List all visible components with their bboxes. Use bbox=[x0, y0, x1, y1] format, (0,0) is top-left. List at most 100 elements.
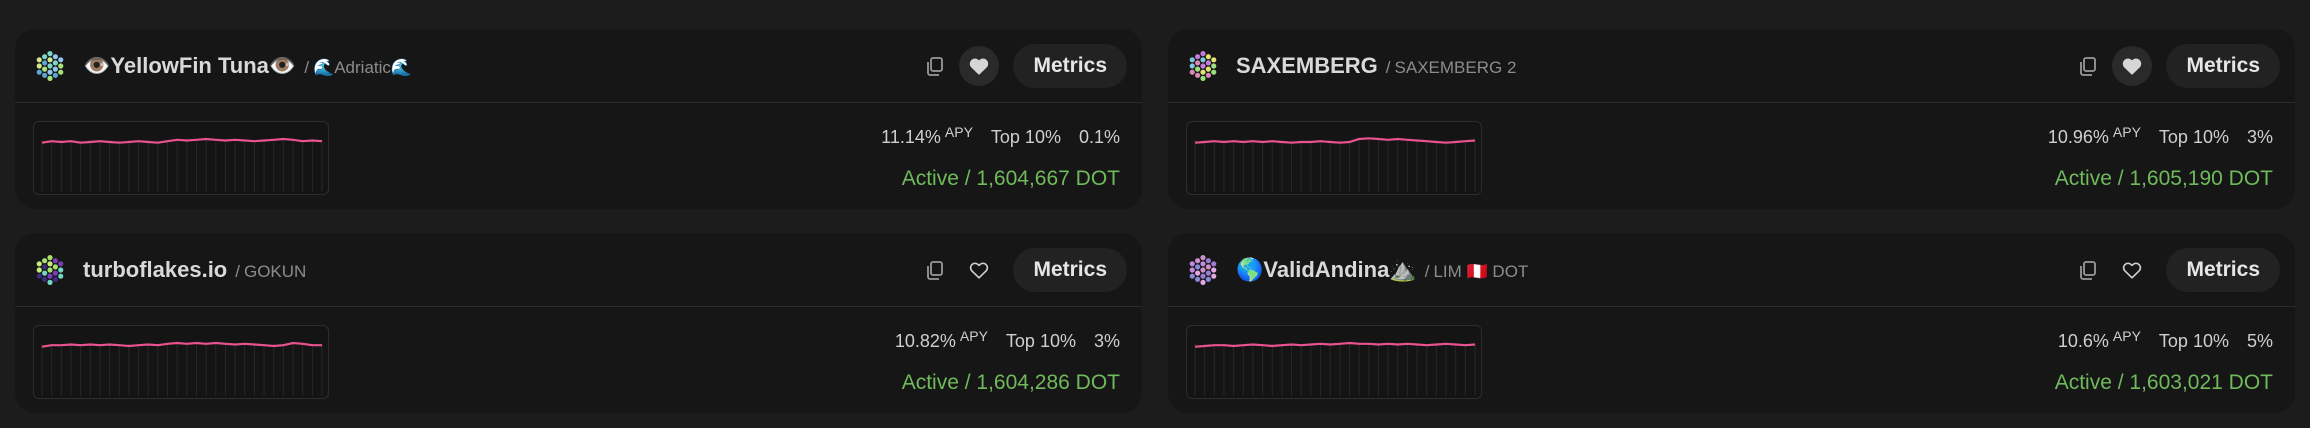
metrics-button[interactable]: Metrics bbox=[2166, 43, 2280, 88]
identicon-dot bbox=[36, 69, 42, 75]
validator-card: 🌎ValidAndina⛰️ / LIM 🇵🇪 DOT Metrics bbox=[1168, 233, 2295, 413]
favorite-button[interactable] bbox=[2112, 250, 2152, 290]
stats-row: 10.6% APY Top 10% 5% bbox=[2057, 328, 2273, 352]
identicon-dot bbox=[58, 56, 64, 62]
identicon-icon bbox=[36, 50, 64, 81]
name-prefix-emoji: 🌎 bbox=[1236, 256, 1264, 282]
apy-value: 10.96% bbox=[2047, 127, 2109, 147]
identicon-dot bbox=[1205, 53, 1211, 59]
copy-icon bbox=[927, 260, 944, 280]
identicon-icon bbox=[1189, 50, 1217, 81]
commission-value: 5% bbox=[2246, 331, 2273, 351]
apy-sparkline bbox=[1186, 325, 1482, 399]
name-text: ValidAndina bbox=[1263, 256, 1390, 282]
validator-name[interactable]: 👁️YellowFin Tuna👁️ bbox=[83, 53, 296, 79]
apy-sparkline bbox=[33, 325, 329, 399]
status-text: Active / 1,605,190 DOT bbox=[2054, 167, 2273, 190]
identicon-dot bbox=[1189, 260, 1195, 266]
identicon-dot bbox=[42, 53, 48, 59]
heart-icon bbox=[970, 58, 989, 75]
rank-badge: Top 10% bbox=[1005, 331, 1076, 351]
identicon-dot bbox=[1195, 276, 1201, 282]
identicon-dot bbox=[1200, 56, 1206, 62]
identicon-dot bbox=[1195, 257, 1201, 263]
name-text: YellowFin Tuna bbox=[110, 52, 269, 78]
copy-address-button[interactable] bbox=[915, 250, 955, 290]
identicon-dot bbox=[1205, 276, 1211, 282]
identicon-dot bbox=[1200, 254, 1206, 260]
apy-label: APY bbox=[2112, 328, 2141, 344]
identicon-dot bbox=[1200, 62, 1206, 69]
identicon-dot bbox=[42, 270, 48, 276]
validator-card: SAXEMBERG / SAXEMBERG 2 Metrics bbox=[1168, 29, 2295, 209]
identicon-dot bbox=[1205, 66, 1211, 72]
validator-name[interactable]: 🌎ValidAndina⛰️ bbox=[1236, 257, 1417, 283]
stats-row: 10.96% APY Top 10% 3% bbox=[2047, 124, 2273, 148]
identicon-dot bbox=[1200, 75, 1206, 81]
sparkline-series bbox=[41, 137, 323, 144]
identicon-icon bbox=[36, 254, 64, 285]
identicon-dot bbox=[52, 72, 58, 78]
status-text: Active / 1,604,667 DOT bbox=[901, 167, 1120, 190]
favorite-button[interactable] bbox=[2112, 45, 2153, 86]
copy-address-button[interactable] bbox=[2068, 46, 2108, 86]
name-separator: / bbox=[1424, 261, 1430, 281]
card-body: 11.14% APY Top 10% 0.1% Active / 1,604,6… bbox=[15, 103, 1142, 209]
copy-address-button[interactable] bbox=[915, 46, 955, 86]
metrics-button[interactable]: Metrics bbox=[1013, 247, 1127, 292]
identicon-dot bbox=[1205, 59, 1211, 65]
validator-name[interactable]: turboflakes.io bbox=[83, 257, 227, 283]
identicon-dot bbox=[58, 266, 64, 273]
apy-value: 10.6% bbox=[2057, 331, 2109, 351]
identicon-dot bbox=[1189, 62, 1195, 69]
identicon-dot bbox=[52, 66, 58, 72]
identicon-dot bbox=[47, 56, 53, 62]
sub-identity: GOKUN bbox=[243, 261, 307, 281]
favorite-button[interactable] bbox=[959, 45, 1000, 86]
identicon-dot bbox=[42, 257, 48, 263]
name-text: SAXEMBERG bbox=[1236, 52, 1378, 78]
identicon-dot bbox=[1211, 62, 1217, 69]
copy-icon bbox=[927, 56, 944, 76]
name-separator: / bbox=[304, 57, 310, 77]
identicon-dot bbox=[42, 59, 48, 65]
copy-icon bbox=[2080, 56, 2097, 76]
heart-icon bbox=[2123, 262, 2142, 279]
apy-label: APY bbox=[944, 124, 973, 140]
apy-sparkline bbox=[1186, 121, 1482, 195]
sub-identity: LIM 🇵🇪 DOT bbox=[1433, 261, 1529, 281]
rank-badge: Top 10% bbox=[990, 127, 1061, 147]
identicon-dot bbox=[1195, 66, 1201, 72]
commission-value: 0.1% bbox=[1078, 127, 1120, 147]
apy-label: APY bbox=[2112, 124, 2141, 140]
name-separator: / bbox=[235, 261, 240, 281]
validator-name-block: SAXEMBERG / SAXEMBERG 2 bbox=[1236, 53, 2064, 79]
validator-name-block: turboflakes.io / GOKUN bbox=[83, 257, 911, 283]
sparkline-series bbox=[1194, 341, 1476, 348]
name-separator: / bbox=[1385, 57, 1391, 77]
favorite-button[interactable] bbox=[959, 250, 999, 290]
identicon-dot bbox=[52, 270, 58, 276]
identicon-dot bbox=[1200, 266, 1206, 273]
name-text: turboflakes.io bbox=[83, 256, 228, 282]
metrics-button[interactable]: Metrics bbox=[1013, 43, 1127, 88]
identicon-dot bbox=[36, 62, 42, 69]
identicon-dot bbox=[1189, 56, 1195, 62]
identicon-dot bbox=[47, 69, 53, 75]
identicon-dot bbox=[1195, 263, 1201, 269]
identicon-dot bbox=[1189, 69, 1195, 75]
identicon-dot bbox=[36, 266, 42, 273]
validator-name[interactable]: SAXEMBERG bbox=[1236, 53, 1378, 79]
identicon-dot bbox=[1189, 266, 1195, 273]
copy-address-button[interactable] bbox=[2068, 250, 2108, 290]
validator-card: turboflakes.io / GOKUN Metrics bbox=[15, 233, 1142, 413]
identicon-dot bbox=[1195, 270, 1201, 276]
sparkline-series bbox=[41, 341, 322, 348]
status-text: Active / 1,604,286 DOT bbox=[901, 371, 1120, 394]
metrics-button[interactable]: Metrics bbox=[2166, 247, 2280, 292]
identicon-dot bbox=[42, 66, 48, 72]
identicon-dot bbox=[1211, 273, 1217, 279]
validator-name-block: 🌎ValidAndina⛰️ / LIM 🇵🇪 DOT bbox=[1236, 257, 2064, 283]
commission-value: 3% bbox=[2246, 127, 2273, 147]
apy-value: 10.82% bbox=[894, 331, 956, 351]
